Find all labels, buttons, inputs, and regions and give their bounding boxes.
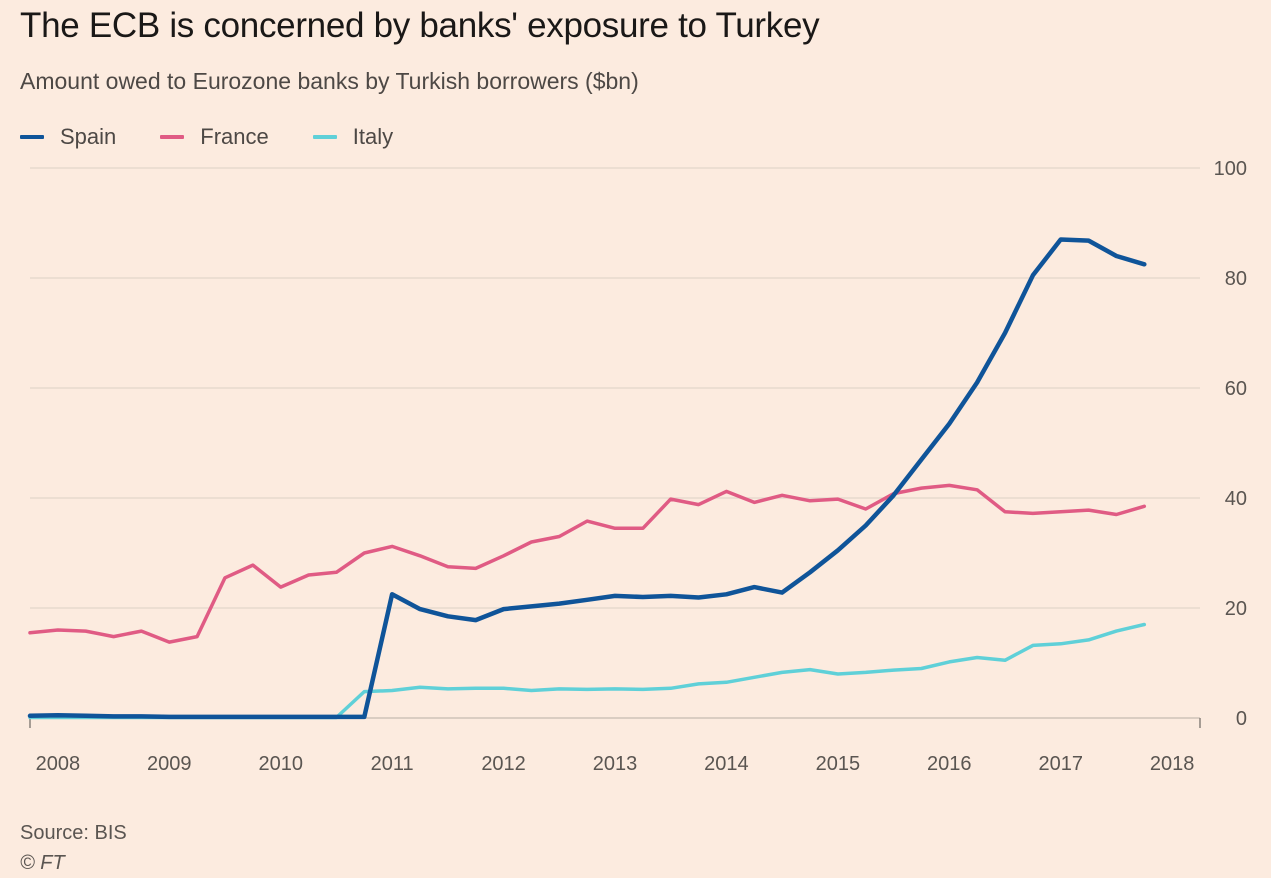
legend-label-france: France bbox=[200, 124, 269, 149]
y-tick-label-80: 80 bbox=[1225, 268, 1247, 290]
legend-swatch-spain bbox=[20, 135, 44, 139]
x-tick-label-2009: 2009 bbox=[147, 753, 192, 775]
legend: Spain France Italy bbox=[20, 124, 437, 150]
x-tick-label-2014: 2014 bbox=[704, 753, 749, 775]
y-tick-label-20: 20 bbox=[1225, 598, 1247, 620]
x-tick-label-2008: 2008 bbox=[36, 753, 81, 775]
legend-item-spain: Spain bbox=[20, 124, 116, 150]
x-tick-label-2011: 2011 bbox=[371, 753, 414, 775]
footer: Source: BIS © FT bbox=[20, 818, 127, 878]
x-tick-label-2016: 2016 bbox=[927, 753, 972, 775]
chart-title: The ECB is concerned by banks' exposure … bbox=[20, 6, 820, 45]
y-tick-label-0: 0 bbox=[1236, 708, 1247, 730]
legend-swatch-italy bbox=[312, 135, 337, 139]
series-line-spain bbox=[27, 237, 1147, 720]
y-tick-label-100: 100 bbox=[1214, 158, 1247, 180]
source-note: Source: BIS bbox=[20, 822, 127, 844]
series-line-france bbox=[28, 483, 1147, 644]
legend-label-spain: Spain bbox=[60, 124, 117, 149]
copyright-note: © FT bbox=[20, 852, 65, 874]
x-tick-label-2010: 2010 bbox=[258, 753, 303, 775]
legend-item-italy: Italy bbox=[312, 124, 394, 150]
legend-label-italy: Italy bbox=[352, 124, 394, 149]
chart-subtitle: Amount owed to Eurozone banks by Turkish… bbox=[20, 68, 639, 94]
y-tick-label-40: 40 bbox=[1225, 488, 1247, 510]
legend-swatch-france bbox=[160, 135, 185, 139]
x-tick-label-2017: 2017 bbox=[1038, 753, 1083, 775]
x-tick-label-2012: 2012 bbox=[481, 753, 526, 775]
x-tick-label-2018: 2018 bbox=[1150, 753, 1195, 775]
x-tick-label-2013: 2013 bbox=[593, 753, 638, 775]
series-line-italy bbox=[28, 622, 1147, 720]
legend-item-france: France bbox=[160, 124, 269, 150]
x-tick-label-2015: 2015 bbox=[816, 753, 861, 775]
y-tick-label-60: 60 bbox=[1225, 378, 1247, 400]
